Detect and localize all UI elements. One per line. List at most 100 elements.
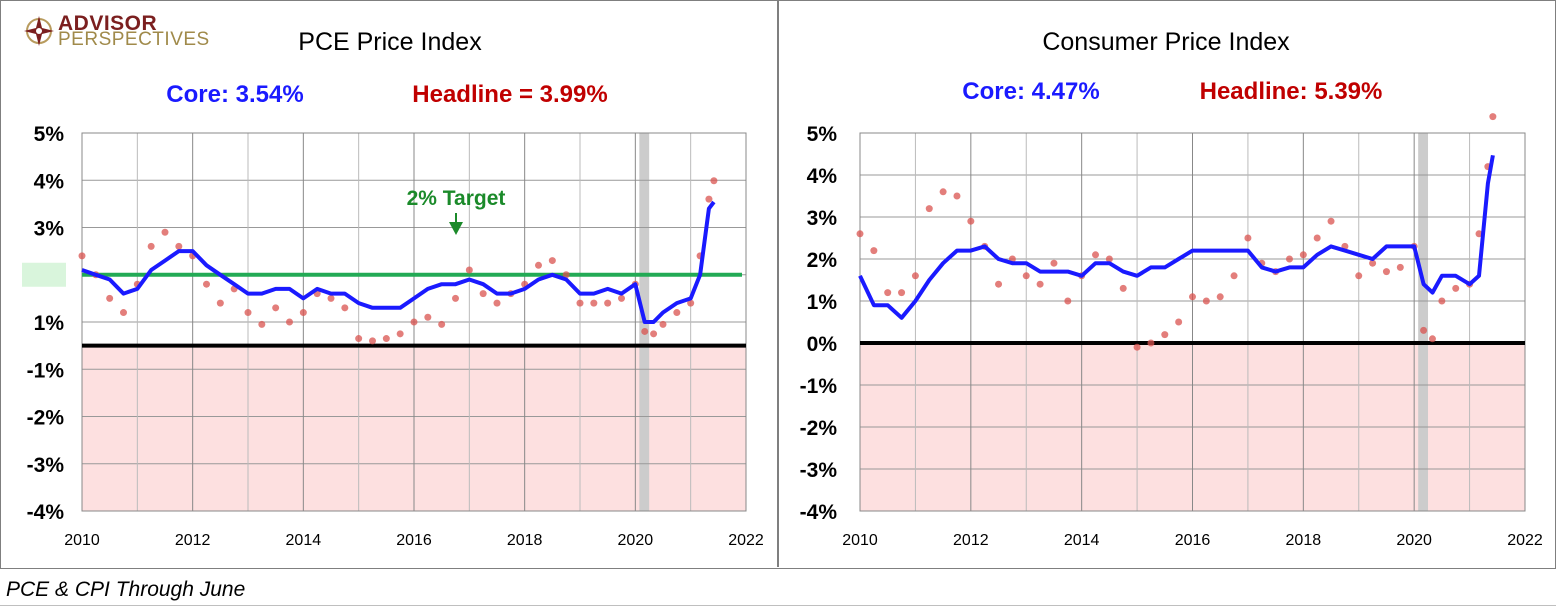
headline-point bbox=[1420, 326, 1428, 334]
headline-point bbox=[535, 261, 542, 269]
y-tick-label: 3% bbox=[807, 207, 838, 230]
x-tick-label: 2014 bbox=[286, 532, 322, 549]
headline-point bbox=[576, 299, 584, 307]
headline-point bbox=[1475, 230, 1483, 238]
headline-point bbox=[1133, 343, 1141, 351]
core-label: Core: 4.47% bbox=[962, 78, 1099, 105]
advisor-perspectives-logo: ADVISOR PERSPECTIVES bbox=[22, 12, 222, 54]
y-tick-label: 2% bbox=[807, 249, 838, 272]
x-tick-label: 2012 bbox=[953, 532, 989, 549]
target-annotation: 2% Target bbox=[407, 187, 506, 210]
headline-point bbox=[244, 309, 252, 317]
headline-point bbox=[1092, 251, 1100, 259]
headline-point bbox=[1161, 331, 1169, 339]
headline-point bbox=[286, 318, 293, 326]
headline-point bbox=[341, 304, 349, 312]
headline-point bbox=[120, 309, 127, 317]
headline-point bbox=[424, 313, 432, 321]
x-tick-label: 2018 bbox=[507, 532, 543, 549]
headline-point bbox=[355, 335, 363, 343]
headline-point bbox=[479, 290, 487, 298]
headline-point bbox=[1244, 234, 1252, 242]
headline-point bbox=[1382, 268, 1390, 276]
y-tick-label: 1% bbox=[807, 291, 838, 314]
x-tick-label: 2020 bbox=[618, 532, 654, 549]
y-tick-label: 5% bbox=[34, 123, 65, 146]
headline-point bbox=[884, 289, 892, 297]
headline-point bbox=[673, 309, 681, 317]
x-tick-label: 2014 bbox=[1064, 532, 1100, 549]
headline-point bbox=[562, 271, 570, 279]
y-tick-label: 0% bbox=[807, 333, 838, 356]
y-tick-label: 1% bbox=[34, 312, 65, 335]
headline-point bbox=[258, 320, 266, 328]
headline-point bbox=[898, 289, 906, 297]
headline-point bbox=[1050, 259, 1058, 267]
chart-title: Consumer Price Index bbox=[1042, 28, 1290, 56]
headline-point bbox=[1216, 293, 1224, 301]
core-series-line bbox=[858, 154, 1495, 320]
y-tick-label: 4% bbox=[807, 165, 838, 188]
headline-point bbox=[1489, 113, 1497, 121]
headline-label: Headline = 3.99% bbox=[412, 81, 607, 108]
headline-point bbox=[995, 280, 1003, 288]
headline-point bbox=[203, 280, 210, 288]
headline-point bbox=[604, 299, 612, 307]
headline-point bbox=[106, 294, 114, 302]
headline-point bbox=[1189, 293, 1196, 301]
recession-band bbox=[1418, 133, 1429, 511]
headline-point bbox=[78, 252, 86, 260]
y-tick-label: 5% bbox=[807, 123, 838, 146]
y-tick-label: -3% bbox=[27, 454, 65, 477]
headline-point bbox=[1438, 297, 1446, 305]
headline-point bbox=[618, 294, 625, 302]
target-arrow-head bbox=[449, 222, 463, 235]
headline-point bbox=[452, 294, 459, 302]
headline-point bbox=[1147, 339, 1155, 347]
headline-point bbox=[1175, 318, 1183, 326]
headline-point bbox=[327, 294, 335, 302]
headline-point bbox=[939, 188, 947, 196]
y-tick-label: -1% bbox=[27, 359, 65, 382]
headline-point bbox=[1452, 284, 1460, 292]
headline-point bbox=[650, 330, 658, 338]
x-tick-label: 2010 bbox=[842, 532, 878, 549]
headline-point bbox=[1022, 272, 1030, 280]
y-tick-label: -4% bbox=[27, 501, 65, 524]
headline-point bbox=[590, 299, 598, 307]
headline-point bbox=[493, 299, 501, 307]
chart-title: PCE Price Index bbox=[298, 28, 482, 56]
headline-point bbox=[1369, 259, 1377, 267]
x-tick-label: 2020 bbox=[1396, 532, 1432, 549]
headline-point bbox=[272, 304, 280, 312]
x-tick-label: 2016 bbox=[1175, 532, 1211, 549]
headline-label: Headline: 5.39% bbox=[1200, 78, 1383, 105]
headline-point bbox=[967, 217, 975, 225]
headline-point bbox=[1355, 272, 1363, 280]
headline-point bbox=[1396, 263, 1404, 271]
logo-line2: PERSPECTIVES bbox=[58, 29, 210, 50]
x-tick-label: 2012 bbox=[175, 532, 211, 549]
target-tick-highlight bbox=[22, 262, 66, 287]
headline-point bbox=[161, 228, 169, 236]
y-tick-label: -2% bbox=[800, 417, 838, 440]
headline-point bbox=[465, 266, 473, 274]
headline-point bbox=[1428, 335, 1436, 343]
headline-point bbox=[369, 337, 376, 345]
y-tick-label: -1% bbox=[800, 375, 838, 398]
headline-point bbox=[438, 320, 446, 328]
headline-point bbox=[641, 327, 649, 335]
headline-point bbox=[147, 242, 155, 250]
core-series-line bbox=[81, 200, 716, 324]
headline-point bbox=[856, 230, 864, 238]
headline-point bbox=[710, 177, 718, 185]
cpi-chart-svg: Consumer Price Index Core: 4.47% Headlin… bbox=[800, 28, 1543, 549]
y-tick-label: -2% bbox=[27, 407, 65, 430]
headline-point bbox=[1064, 297, 1072, 305]
headline-point bbox=[1327, 217, 1335, 225]
headline-point bbox=[299, 309, 307, 317]
headline-point bbox=[1119, 284, 1127, 292]
logo-line1: ADVISOR bbox=[58, 12, 158, 35]
x-tick-label: 2022 bbox=[1507, 532, 1543, 549]
y-tick-label: -4% bbox=[800, 501, 838, 524]
